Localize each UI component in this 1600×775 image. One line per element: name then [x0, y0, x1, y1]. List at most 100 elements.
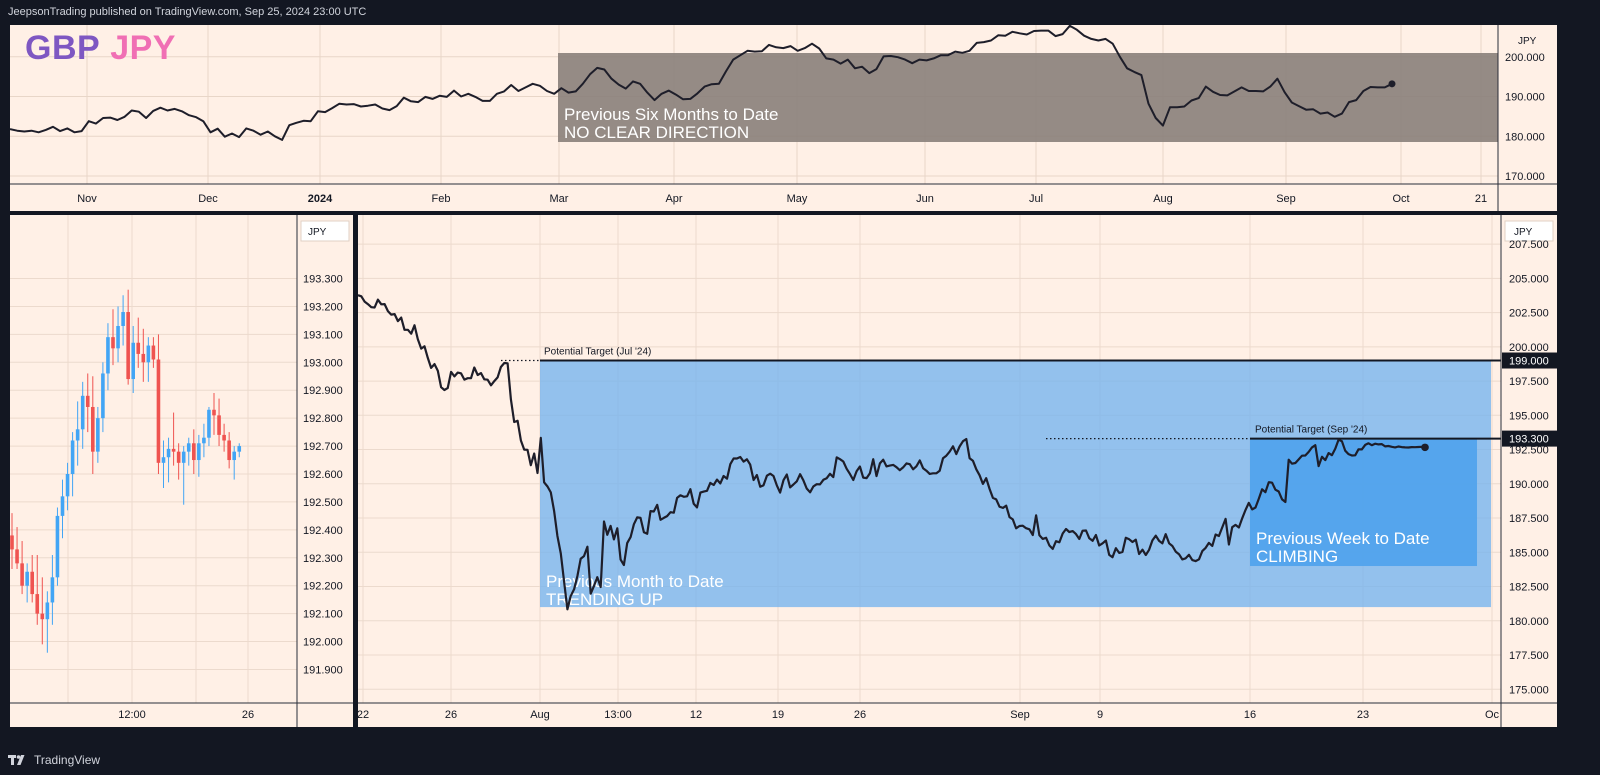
candle-up — [116, 325, 120, 349]
x-tick-label: Oc — [1485, 709, 1500, 721]
candle-down — [85, 395, 90, 407]
last-price-dot — [1421, 443, 1429, 452]
y-tick-label: 192.200 — [303, 581, 343, 593]
price-label-text: 199.000 — [1509, 356, 1549, 368]
price-line — [10, 25, 1393, 141]
x-tick-label: Sep — [1010, 709, 1030, 721]
x-tick-label: 26 — [854, 709, 866, 721]
y-tick-label: 192.100 — [303, 609, 343, 621]
y-tick-label: 191.900 — [303, 664, 343, 676]
publisher-caption: JeepsonTrading published on TradingView.… — [8, 6, 367, 18]
y-tick-label: 185.000 — [1509, 547, 1549, 559]
intraday-chart-panel[interactable]: JPY 193.300 193.200 193.100 193.000 192.900 19… — [10, 215, 353, 727]
candle-down — [35, 594, 40, 614]
x-tick-label: Apr — [665, 193, 682, 205]
x-tick-label: 2024 — [308, 193, 333, 205]
candle-down — [111, 337, 115, 349]
candle-up — [80, 395, 85, 430]
candle-up — [202, 437, 206, 444]
x-tick-label: Mar — [550, 193, 569, 205]
candle-down — [30, 571, 34, 595]
candle-up — [55, 515, 60, 578]
x-tick-label: Sep — [1276, 193, 1296, 205]
price-label-box — [1502, 430, 1557, 447]
candle-up — [25, 571, 29, 586]
candle-down — [15, 549, 19, 564]
y-tick-label: 192.900 — [303, 385, 343, 397]
x-tick-label: 23 — [1357, 709, 1369, 721]
target-jul-label: Potential Target (Jul '24) — [544, 347, 651, 358]
candle-up — [197, 443, 201, 461]
x-tick-label: Nov — [77, 193, 97, 205]
x-tick-label: 12:00 — [118, 709, 146, 721]
price-label-text: 193.300 — [1509, 434, 1549, 446]
annotation-six-months-title: Previous Six Months to Date — [564, 105, 778, 124]
x-tick-label: 16 — [1244, 709, 1256, 721]
candle-down — [156, 359, 161, 463]
x-tick-label: May — [787, 193, 808, 205]
symbol-base: GBP — [25, 29, 101, 67]
tradingview-brand: TradingView — [34, 753, 101, 767]
candle-up — [45, 602, 50, 620]
y-tick-label: 192.500 — [1509, 445, 1549, 457]
candle-down — [171, 448, 176, 452]
candle-up — [75, 429, 80, 441]
y-tick-label: 192.800 — [303, 413, 343, 425]
y-tick-label: 202.500 — [1509, 308, 1549, 320]
y-axis-unit: JPY — [1514, 227, 1533, 238]
candle-up — [207, 409, 211, 438]
y-tick-label: 170.000 — [1505, 171, 1545, 183]
price-label-box — [1502, 352, 1557, 369]
y-tick-label: 177.500 — [1509, 650, 1549, 662]
x-tick-label: Jul — [1029, 193, 1043, 205]
tradingview-footer[interactable]: TradingView — [8, 751, 100, 769]
y-tick-label: 190.000 — [1505, 92, 1545, 104]
candle-down — [40, 613, 45, 620]
main-chart-panel[interactable]: Potential Target (Jul '24) Potential Targ… — [358, 215, 1557, 727]
y-tick-label: 192.000 — [303, 637, 343, 649]
y-tick-label: 192.700 — [303, 441, 343, 453]
symbol-quote: JPY — [110, 29, 176, 67]
y-tick-label: 193.300 — [303, 274, 343, 286]
candle-up — [161, 457, 166, 463]
candle-up — [96, 418, 100, 452]
candle-up — [106, 337, 110, 374]
annotation-week-subtitle: CLIMBING — [1256, 547, 1338, 566]
candle-down — [10, 535, 14, 550]
symbol-watermark: GBP JPY — [25, 29, 176, 68]
x-tick-label: 26 — [445, 709, 457, 721]
y-tick-label: 192.300 — [303, 553, 343, 565]
candle-up — [237, 446, 242, 452]
y-unit-box — [300, 220, 350, 242]
candle-down — [217, 415, 221, 435]
candle-down — [20, 563, 24, 586]
candle-down — [212, 409, 216, 416]
y-tick-label: 192.500 — [303, 497, 343, 509]
x-tick-label: Jun — [916, 193, 934, 205]
tradingview-logo-icon — [8, 755, 25, 765]
x-tick-label: Aug — [1153, 193, 1173, 205]
candle-down — [151, 345, 156, 360]
candle-up — [50, 577, 55, 603]
annotation-week-title: Previous Week to Date — [1256, 529, 1430, 548]
annotation-month-title: Previous Month to Date — [546, 572, 724, 591]
x-tick-label: 26 — [242, 709, 254, 721]
main-line-chart[interactable]: Potential Target (Jul '24) Potential Targ… — [358, 215, 1557, 727]
y-tick-label: 193.000 — [303, 357, 343, 369]
intraday-candle-chart[interactable]: JPY 193.300 193.200 193.100 193.000 192.900 19… — [10, 215, 353, 727]
price-line — [358, 294, 1426, 611]
candle-up — [181, 451, 186, 463]
last-price-dot — [1388, 80, 1396, 88]
candle-up — [70, 440, 75, 474]
candle-down — [91, 406, 95, 452]
y-tick-label: 193.100 — [303, 329, 343, 341]
candle-up — [232, 451, 236, 461]
y-tick-label: 193.200 — [303, 301, 343, 313]
target-sep-label: Potential Target (Sep '24) — [1255, 425, 1367, 436]
annotation-month-subtitle: TRENDING UP — [546, 590, 663, 609]
y-tick-label: 197.500 — [1509, 376, 1549, 388]
overview-chart-panel[interactable]: Previous Six Months to Date NO CLEAR DIRE… — [10, 25, 1557, 211]
candle-up — [60, 496, 65, 516]
y-tick-label: 200.000 — [1505, 52, 1545, 64]
